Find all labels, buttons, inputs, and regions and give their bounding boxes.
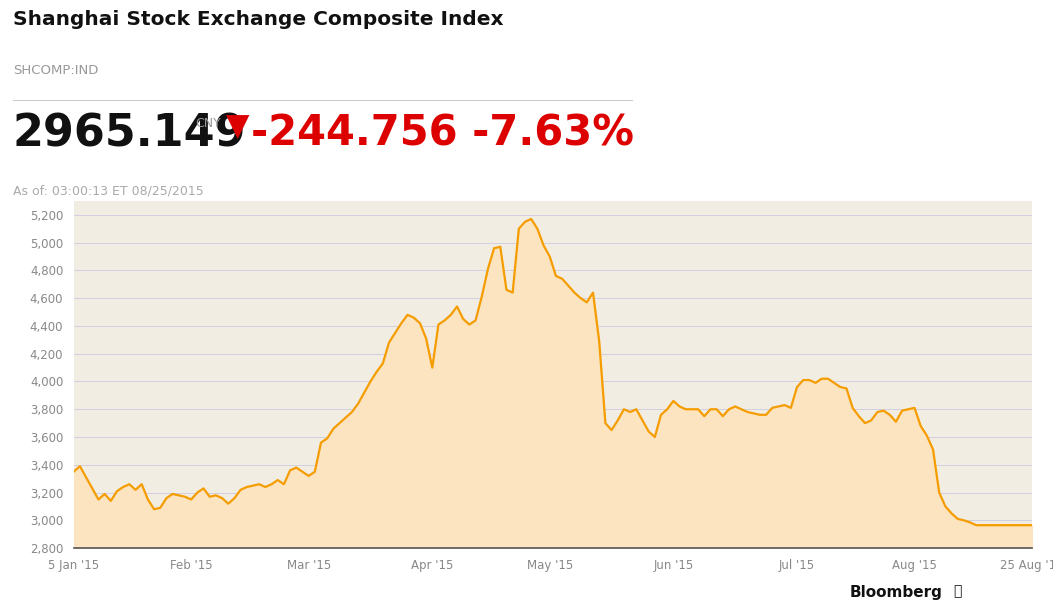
Text: CNY: CNY <box>195 116 220 130</box>
Text: ▼: ▼ <box>226 113 250 141</box>
Text: ⬛: ⬛ <box>953 584 961 598</box>
Text: 2965.149: 2965.149 <box>13 113 246 155</box>
Text: SHCOMP:IND: SHCOMP:IND <box>13 65 98 77</box>
Text: As of: 03:00:13 ET 08/25/2015: As of: 03:00:13 ET 08/25/2015 <box>13 185 203 198</box>
Text: Bloomberg: Bloomberg <box>850 585 942 600</box>
Text: Shanghai Stock Exchange Composite Index: Shanghai Stock Exchange Composite Index <box>13 10 503 29</box>
Text: -244.756 -7.63%: -244.756 -7.63% <box>251 113 634 155</box>
